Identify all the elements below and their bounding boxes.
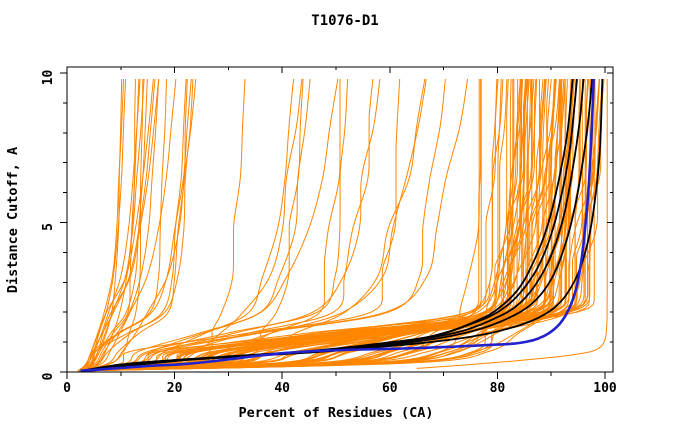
- model-curve-poor-models: [87, 78, 187, 372]
- model-curve-good-models: [84, 78, 549, 372]
- model-curve-good-models: [81, 79, 563, 372]
- x-tick-label: 80: [490, 381, 506, 396]
- y-tick-label: 0: [41, 372, 56, 380]
- x-tick-label: 20: [167, 381, 183, 396]
- model-curve-good-models: [85, 79, 514, 372]
- y-tick-label: 5: [41, 223, 56, 231]
- model-curve-good-models: [84, 78, 499, 372]
- model-curve-mid-models: [88, 78, 303, 372]
- x-axis-label: Percent of Residues (CA): [238, 405, 433, 421]
- model-curve-good-models: [83, 79, 581, 372]
- model-curve-poor-models: [77, 78, 154, 372]
- model-curve-poor-models: [84, 78, 148, 372]
- best-model-curve: [80, 78, 595, 373]
- model-curve-good-models: [83, 79, 515, 372]
- axes-frame: 0 20 40 60 80 100 0 5 10: [41, 66, 617, 396]
- model-curve-poor-models: [81, 78, 160, 372]
- model-curve-poor-models: [83, 78, 126, 372]
- model-curve-good-models: [85, 79, 596, 372]
- model-curve-poor-models: [87, 78, 156, 372]
- model-curve-poor-models: [82, 78, 188, 372]
- model-curve-mid-models: [82, 78, 381, 372]
- x-tick-label: 100: [593, 381, 617, 396]
- model-curve-poor-models: [84, 79, 136, 372]
- page-title: T1076-D1: [311, 13, 378, 29]
- model-curve-good-models: [84, 78, 605, 372]
- model-curve-mid-models: [86, 78, 468, 372]
- model-curve-poor-models: [87, 78, 160, 372]
- model-curve-good-models: [85, 78, 575, 372]
- x-tick-label: 60: [382, 381, 398, 396]
- model-curve-mid-models: [83, 78, 311, 372]
- model-curve-good-models: [81, 79, 480, 372]
- model-curve-good-models: [83, 78, 512, 372]
- x-tick-label: 0: [63, 381, 71, 396]
- model-curve-poor-models: [79, 78, 197, 372]
- model-curve-good-models: [87, 78, 524, 372]
- model-curve-good-models: [82, 78, 509, 372]
- model-curve-good-models: [84, 78, 522, 372]
- model-curve-mid-models: [87, 78, 401, 372]
- curves-layer: [77, 78, 608, 373]
- plot-frame: [66, 66, 614, 373]
- model-curve-poor-models: [88, 79, 144, 372]
- model-curve-good-models: [87, 78, 561, 372]
- model-curve-poor-models: [81, 78, 167, 372]
- model-curve-good-models: [85, 78, 557, 372]
- model-curve-mid-models: [78, 78, 374, 372]
- model-curve-poor-models: [87, 78, 192, 372]
- model-curve-good-models: [80, 78, 585, 372]
- model-curve-mid-models: [86, 78, 339, 372]
- model-curve-poor-models: [86, 78, 140, 372]
- y-axis-label: Distance Cutoff, A: [5, 147, 21, 293]
- model-curve-good-models: [81, 78, 566, 372]
- model-curve-mid-models: [87, 78, 304, 372]
- x-tick-label: 40: [274, 381, 290, 396]
- y-tick-label: 10: [41, 70, 56, 86]
- outlier-model-curve: [416, 79, 608, 369]
- axis-labels: T1076-D1 Percent of Residues (CA) Distan…: [5, 13, 434, 421]
- model-curve-good-models: [84, 79, 540, 372]
